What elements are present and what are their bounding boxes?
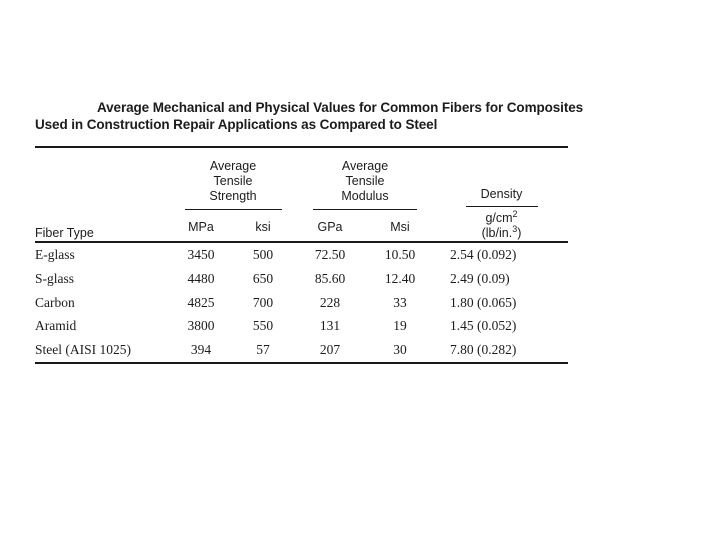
table-row-aramid: Aramid 3800 550 131 19 1.45 (0.052)	[35, 314, 568, 338]
cell-msi: 33	[393, 294, 407, 310]
cell-density: 7.80 (0.282)	[450, 342, 517, 358]
cell-fiber-type: Carbon	[35, 294, 75, 310]
group-label-tensile-strength: Average Tensile Strength	[184, 159, 282, 210]
table-caption: Average Mechanical and Physical Values f…	[35, 99, 675, 133]
column-group-density: Density g/cm2 (lb/in.3)	[435, 147, 568, 242]
cell-mpa: 394	[190, 342, 212, 358]
column-header-mpa: MPa	[188, 220, 214, 234]
caption-line-2: Used in Construction Repair Applications…	[35, 117, 438, 132]
cell-ksi: 500	[252, 247, 274, 262]
column-header-ksi: ksi	[255, 220, 271, 234]
group-label-tensile-modulus: Average Tensile Modulus	[313, 159, 417, 210]
table-row-s-glass: S-glass 4480 650 85.60 12.40 2.49 (0.09)	[35, 267, 568, 291]
cell-mpa: 4825	[187, 294, 215, 310]
column-header-fiber-type: Fiber Type	[35, 226, 94, 240]
column-group-tensile-modulus: Average Tensile Modulus GPa Msi	[295, 147, 435, 242]
cell-mpa: 3450	[187, 247, 215, 262]
cell-density: 2.49 (0.09)	[450, 270, 510, 286]
cell-fiber-type: S-glass	[35, 270, 75, 286]
cell-density: 2.54 (0.092)	[450, 247, 517, 262]
cell-msi: 10.50	[384, 247, 416, 262]
fiber-properties-table: Fiber Type Average Tensile Strength MPa …	[35, 146, 568, 364]
cell-fiber-type: Steel (AISI 1025)	[35, 342, 131, 358]
cell-ksi: 57	[256, 342, 270, 358]
cell-msi: 19	[393, 318, 407, 334]
cell-density: 1.45 (0.052)	[450, 318, 517, 334]
group-label-density: Density	[465, 187, 538, 207]
column-header-gpa: GPa	[317, 220, 343, 234]
table-header-row: Fiber Type Average Tensile Strength MPa …	[35, 147, 568, 242]
column-header-msi: Msi	[390, 220, 410, 234]
table-row-steel: Steel (AISI 1025) 394 57 207 30 7.80 (0.…	[35, 338, 568, 363]
cell-gpa: 85.60	[314, 270, 346, 286]
cell-fiber-type: Aramid	[35, 318, 77, 334]
cell-mpa: 4480	[187, 270, 215, 286]
cell-gpa: 72.50	[314, 247, 346, 262]
unit-row-tensile-strength: MPa ksi	[171, 219, 295, 241]
caption-line-1: Average Mechanical and Physical Values f…	[97, 100, 584, 115]
density-unit-imperial: (lb/in.3)	[481, 223, 522, 240]
table-row-e-glass: E-glass 3450 500 72.50 10.50 2.54 (0.092…	[35, 242, 568, 267]
cell-msi: 30	[393, 342, 407, 358]
density-unit-metric: g/cm2	[485, 208, 518, 225]
cell-msi: 12.40	[384, 270, 416, 286]
cell-gpa: 228	[319, 294, 341, 310]
cell-ksi: 550	[252, 318, 274, 334]
cell-density: 1.80 (0.065)	[450, 294, 517, 310]
unit-row-tensile-modulus: GPa Msi	[295, 219, 435, 241]
column-group-tensile-strength: Average Tensile Strength MPa ksi	[171, 147, 295, 242]
cell-mpa: 3800	[187, 318, 215, 334]
cell-gpa: 207	[319, 342, 341, 358]
table-row-carbon: Carbon 4825 700 228 33 1.80 (0.065)	[35, 291, 568, 315]
cell-ksi: 650	[252, 270, 274, 286]
cell-gpa: 131	[319, 318, 341, 334]
cell-fiber-type: E-glass	[35, 247, 75, 262]
cell-ksi: 700	[252, 294, 274, 310]
density-units: g/cm2 (lb/in.3)	[435, 208, 568, 241]
